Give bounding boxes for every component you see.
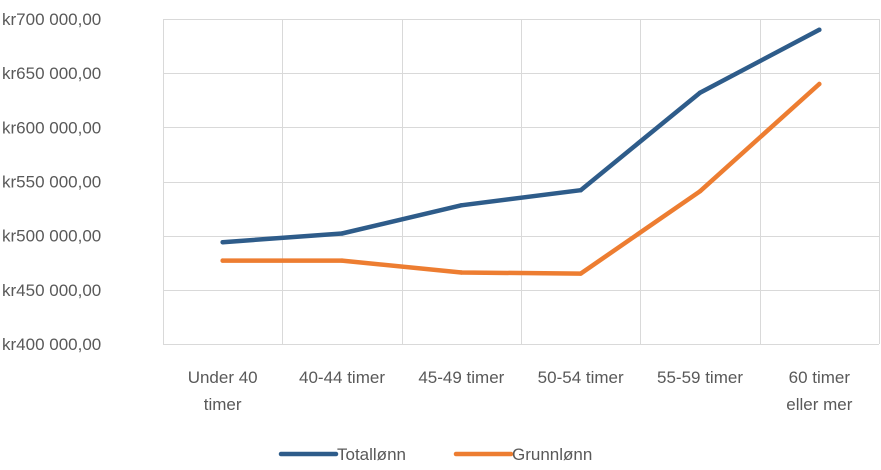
series-lines	[220, 27, 822, 276]
x-tick-label-line: Under 40	[188, 368, 258, 387]
legend-label: Grunnlønn	[512, 445, 592, 464]
y-tick-label: kr600 000,00	[2, 118, 101, 137]
y-tick-label: kr550 000,00	[2, 173, 101, 192]
data-point	[459, 203, 464, 208]
x-tick-label: 40-44 timer	[299, 368, 385, 387]
data-point	[220, 258, 225, 263]
gridlines	[163, 19, 880, 345]
x-axis-tick-labels: Under 40 timer 40-44 timer 45-49 timer 50-54…	[188, 368, 853, 414]
legend: Totallønn Grunnlønn	[278, 445, 592, 464]
x-tick-label: 50-54 timer	[538, 368, 624, 387]
x-tick-label-line: 50-54 timer	[538, 368, 624, 387]
y-tick-label: kr500 000,00	[2, 227, 101, 246]
x-tick-label-line: 45-49 timer	[418, 368, 504, 387]
data-point	[459, 270, 464, 275]
x-tick-label-line: eller mer	[786, 395, 852, 414]
x-tick-label-line: 55-59 timer	[657, 368, 743, 387]
series-line-2	[220, 81, 822, 276]
x-tick-label: Under 40 timer	[188, 368, 258, 414]
x-tick-label: 45-49 timer	[418, 368, 504, 387]
legend-label: Totallønn	[337, 445, 406, 464]
y-tick-label: kr400 000,00	[2, 335, 101, 354]
data-point	[339, 231, 345, 236]
data-point	[817, 27, 822, 33]
data-point	[817, 81, 822, 87]
x-tick-label: 55-59 timer	[657, 368, 743, 387]
x-tick-label: 60 timer eller mer	[786, 368, 852, 414]
x-tick-label-line: 60 timer	[789, 368, 851, 387]
data-point	[578, 271, 583, 276]
y-tick-label: kr450 000,00	[2, 281, 101, 300]
x-tick-label-line: 40-44 timer	[299, 368, 385, 387]
y-tick-label: kr650 000,00	[2, 64, 101, 83]
data-point	[697, 90, 703, 95]
y-axis-tick-labels: kr400 000,00 kr450 000,00 kr500 000,00 kr55…	[2, 10, 101, 354]
data-point	[339, 258, 345, 263]
series-line-1	[220, 27, 822, 245]
data-point	[578, 187, 583, 193]
y-tick-label: kr700 000,00	[2, 10, 101, 29]
data-point	[220, 239, 225, 245]
data-point	[697, 189, 703, 194]
x-tick-label-line: timer	[204, 395, 242, 414]
